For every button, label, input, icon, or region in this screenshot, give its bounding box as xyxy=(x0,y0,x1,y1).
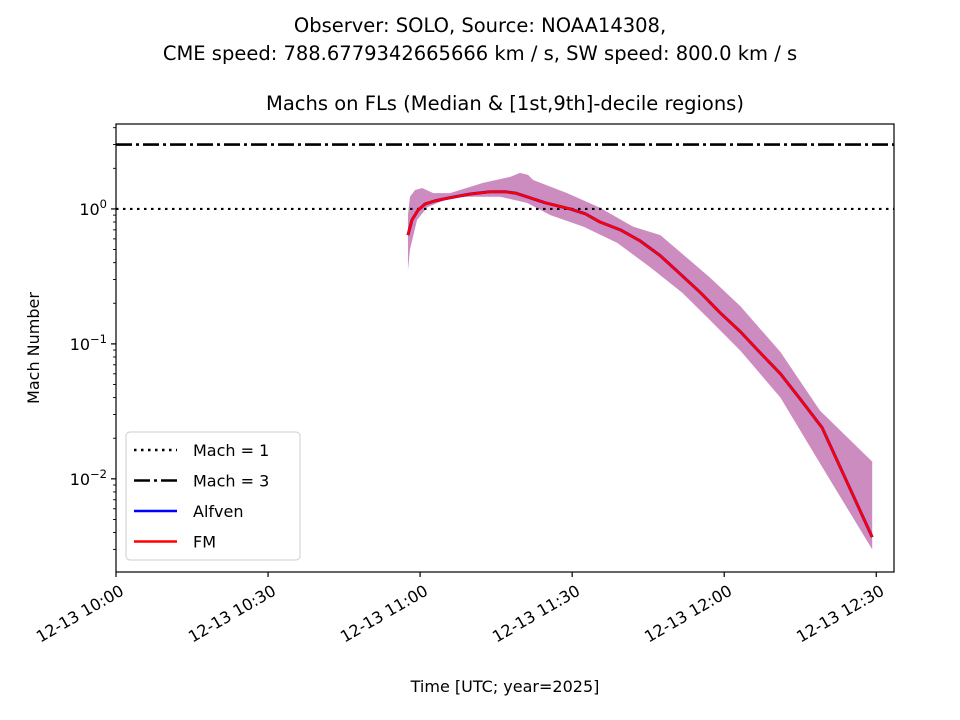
chart-title: Machs on FLs (Median & [1st,9th]-decile … xyxy=(266,92,744,115)
y-tick-base: 10 xyxy=(70,470,90,489)
legend-label: FM xyxy=(193,533,216,552)
y-tick-base: 10 xyxy=(79,200,99,219)
x-tick-label: 12-13 10:30 xyxy=(185,581,279,646)
axes-frame xyxy=(115,123,895,573)
decile-band xyxy=(407,172,873,550)
x-tick-label: 12-13 11:00 xyxy=(337,581,431,646)
legend: Mach = 1 Mach = 3 Alfven FM xyxy=(125,431,301,561)
y-tick-base: 10 xyxy=(70,335,90,354)
y-axis-label: Mach Number xyxy=(24,292,43,404)
x-axis-label: Time [UTC; year=2025] xyxy=(410,677,600,696)
x-tick-label: 12-13 12:30 xyxy=(793,581,887,646)
legend-box xyxy=(125,431,301,561)
y-tick-label: 10−2 xyxy=(70,467,107,489)
legend-label: Mach = 3 xyxy=(193,472,269,491)
legend-label: Mach = 1 xyxy=(193,441,269,460)
plot-content xyxy=(116,143,894,550)
axes: 12-13 10:00 12-13 10:30 12-13 11:00 12-13 1… xyxy=(33,123,895,646)
y-tick-label: 100 xyxy=(79,197,107,219)
x-tick-label: 12-13 10:00 xyxy=(33,581,127,646)
y-tick-label: 10−1 xyxy=(70,332,107,354)
plot-area xyxy=(116,143,894,550)
suptitle-line2: CME speed: 788.6779342665666 km / s, SW … xyxy=(163,42,797,65)
legend-label: Alfven xyxy=(193,502,243,521)
y-tick-exponent: −1 xyxy=(90,332,107,346)
suptitle-line1: Observer: SOLO, Source: NOAA14308, xyxy=(294,14,666,37)
series-line-fm xyxy=(406,190,874,538)
y-tick-exponent: 0 xyxy=(100,197,107,211)
y-tick-exponent: −2 xyxy=(90,467,107,481)
x-tick-label: 12-13 12:00 xyxy=(641,581,735,646)
x-tick-label: 12-13 11:30 xyxy=(489,581,583,646)
